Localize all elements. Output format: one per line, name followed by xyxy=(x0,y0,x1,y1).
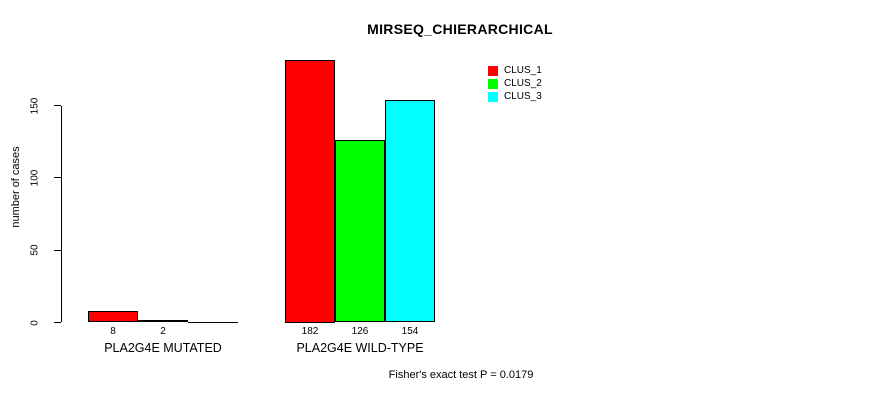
group-label: PLA2G4E WILD-TYPE xyxy=(296,341,424,355)
bar-clus-3-zero xyxy=(188,321,238,323)
legend-label: CLUS_3 xyxy=(504,91,542,102)
y-tick-label: 150 xyxy=(29,97,41,115)
bar-clus-2 xyxy=(335,140,385,323)
y-tick-label: 100 xyxy=(29,169,41,187)
chart-title: MIRSEQ_CHIERARCHICAL xyxy=(367,21,553,37)
legend-label: CLUS_1 xyxy=(504,65,542,76)
bar-clus-3 xyxy=(385,99,435,323)
y-tick-label: 50 xyxy=(29,244,41,256)
group-label: PLA2G4E MUTATED xyxy=(104,341,222,355)
bar-clus-2 xyxy=(138,319,188,323)
bar-value-label: 182 xyxy=(301,326,319,337)
bar-value-label: 126 xyxy=(351,326,369,337)
y-axis-line xyxy=(61,105,62,323)
legend: CLUS_1 CLUS_2 CLUS_3 xyxy=(488,64,542,103)
bar-clus-1 xyxy=(88,310,138,323)
y-tick-mark xyxy=(54,105,61,107)
y-axis-label: number of cases xyxy=(10,146,22,228)
bar-value-label: 2 xyxy=(160,326,166,337)
legend-label: CLUS_2 xyxy=(504,78,542,89)
annotation-text: Fisher's exact test P = 0.0179 xyxy=(388,369,534,381)
legend-swatch-clus-1 xyxy=(488,65,498,76)
legend-item-clus-1: CLUS_1 xyxy=(488,64,542,77)
legend-item-clus-2: CLUS_2 xyxy=(488,77,542,90)
legend-swatch-clus-3 xyxy=(488,91,498,102)
legend-item-clus-3: CLUS_3 xyxy=(488,90,542,103)
y-tick-mark xyxy=(54,177,61,179)
y-tick-mark xyxy=(54,322,61,323)
bar-clus-1 xyxy=(285,59,335,323)
y-tick-label: 0 xyxy=(29,319,41,326)
legend-swatch-clus-2 xyxy=(488,78,498,89)
y-tick-mark xyxy=(54,249,61,251)
bar-value-label: 8 xyxy=(110,326,116,337)
bar-value-label: 154 xyxy=(401,326,419,337)
